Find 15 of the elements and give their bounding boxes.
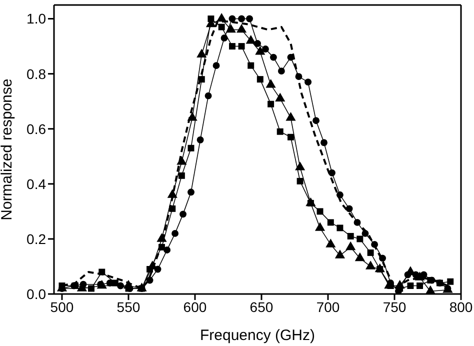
x-tick-label: 750 — [382, 298, 406, 315]
y-tick-label: 0.0 — [26, 286, 46, 302]
y-tick-label: 0.4 — [26, 176, 46, 192]
y-tick-label: 0.6 — [26, 120, 46, 137]
y-axis-title: Normalized response — [0, 78, 16, 220]
x-tick-label: 550 — [116, 298, 140, 315]
y-tick-label: 0.8 — [26, 66, 46, 82]
x-tick-label: 700 — [316, 298, 340, 315]
y-tick-label: 1.0 — [26, 10, 46, 27]
x-tick-label: 650 — [250, 298, 274, 315]
x-tick-label: 600 — [183, 298, 207, 315]
x-axis-title: Frequency (GHz) — [200, 327, 316, 344]
y-tick-label: 0.2 — [26, 230, 46, 247]
x-tick-label: 500 — [50, 298, 74, 315]
x-tick-label: 800 — [449, 298, 473, 315]
